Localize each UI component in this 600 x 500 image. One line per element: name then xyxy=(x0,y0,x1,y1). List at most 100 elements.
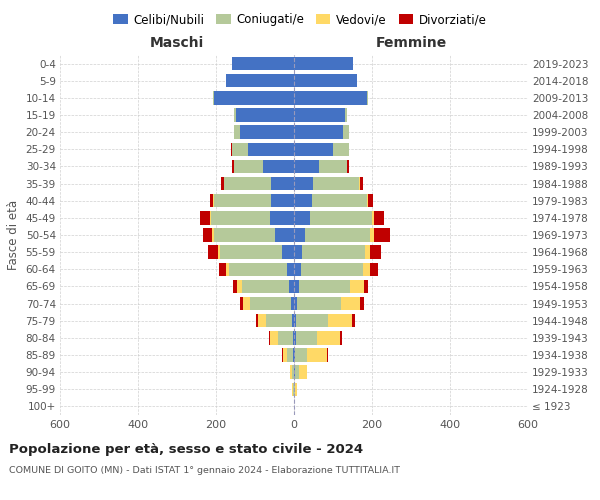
Bar xyxy=(212,228,214,241)
Bar xyxy=(270,211,294,224)
Bar xyxy=(343,126,349,139)
Bar xyxy=(294,177,313,190)
Bar xyxy=(236,108,294,122)
Bar xyxy=(365,246,370,259)
Bar xyxy=(292,314,294,328)
Bar xyxy=(317,331,340,344)
Text: Femmine: Femmine xyxy=(376,36,446,50)
Bar xyxy=(211,211,270,224)
Bar xyxy=(294,246,302,259)
Bar xyxy=(208,246,218,259)
Bar xyxy=(233,160,263,173)
Bar xyxy=(270,331,278,344)
Bar xyxy=(240,297,243,310)
Bar xyxy=(229,262,287,276)
Bar xyxy=(289,280,294,293)
Bar xyxy=(233,126,235,139)
Bar xyxy=(232,57,294,70)
Bar xyxy=(311,194,367,207)
Bar xyxy=(307,348,327,362)
Bar xyxy=(294,74,357,88)
Bar xyxy=(278,331,293,344)
Bar xyxy=(319,160,347,173)
Bar xyxy=(359,297,364,310)
Bar xyxy=(281,246,294,259)
Bar xyxy=(370,228,374,241)
Y-axis label: Anni di nascita: Anni di nascita xyxy=(597,192,600,278)
Bar xyxy=(250,297,291,310)
Bar xyxy=(294,228,305,241)
Bar xyxy=(224,177,271,190)
Bar xyxy=(210,211,211,224)
Bar xyxy=(258,314,266,328)
Bar xyxy=(275,228,294,241)
Bar xyxy=(305,228,370,241)
Bar xyxy=(299,280,350,293)
Bar xyxy=(293,331,294,344)
Bar xyxy=(294,160,319,173)
Bar xyxy=(291,297,294,310)
Bar xyxy=(327,348,328,362)
Bar xyxy=(368,194,373,207)
Bar xyxy=(293,348,294,362)
Bar xyxy=(367,194,368,207)
Bar xyxy=(269,331,270,344)
Bar xyxy=(333,142,349,156)
Bar xyxy=(370,246,382,259)
Bar xyxy=(347,160,349,173)
Bar xyxy=(341,297,359,310)
Bar xyxy=(350,280,364,293)
Bar xyxy=(294,331,296,344)
Bar xyxy=(294,211,310,224)
Bar xyxy=(243,297,250,310)
Bar xyxy=(231,142,232,156)
Bar xyxy=(294,194,311,207)
Text: COMUNE DI GOITO (MN) - Dati ISTAT 1° gennaio 2024 - Elaborazione TUTTITALIA.IT: COMUNE DI GOITO (MN) - Dati ISTAT 1° gen… xyxy=(9,466,400,475)
Bar xyxy=(294,142,333,156)
Bar xyxy=(328,314,352,328)
Bar xyxy=(294,57,353,70)
Bar xyxy=(310,211,372,224)
Bar xyxy=(367,91,368,104)
Bar xyxy=(302,246,365,259)
Bar xyxy=(287,262,294,276)
Bar xyxy=(203,228,212,241)
Bar xyxy=(271,177,294,190)
Bar xyxy=(293,382,294,396)
Bar xyxy=(283,348,287,362)
Bar xyxy=(292,382,293,396)
Bar xyxy=(296,314,328,328)
Bar xyxy=(299,366,307,379)
Bar xyxy=(297,297,341,310)
Text: Popolazione per età, sesso e stato civile - 2024: Popolazione per età, sesso e stato civil… xyxy=(9,442,363,456)
Bar xyxy=(295,366,299,379)
Text: Maschi: Maschi xyxy=(150,36,204,50)
Bar xyxy=(313,177,359,190)
Bar xyxy=(237,280,242,293)
Bar xyxy=(301,262,362,276)
Bar xyxy=(294,108,346,122)
Bar xyxy=(294,314,296,328)
Bar xyxy=(242,280,289,293)
Bar xyxy=(200,211,210,224)
Bar xyxy=(240,126,294,139)
Bar xyxy=(221,177,224,190)
Bar xyxy=(374,211,384,224)
Bar xyxy=(362,262,370,276)
Bar xyxy=(294,366,295,379)
Bar xyxy=(271,194,294,207)
Bar xyxy=(296,331,317,344)
Bar xyxy=(346,108,347,122)
Bar xyxy=(370,262,378,276)
Bar xyxy=(263,160,294,173)
Bar xyxy=(294,297,297,310)
Bar xyxy=(235,126,240,139)
Bar xyxy=(210,194,213,207)
Bar xyxy=(292,366,293,379)
Bar xyxy=(226,74,294,88)
Bar xyxy=(214,91,294,104)
Bar xyxy=(294,126,343,139)
Bar xyxy=(214,228,275,241)
Bar xyxy=(294,280,299,293)
Bar xyxy=(232,160,233,173)
